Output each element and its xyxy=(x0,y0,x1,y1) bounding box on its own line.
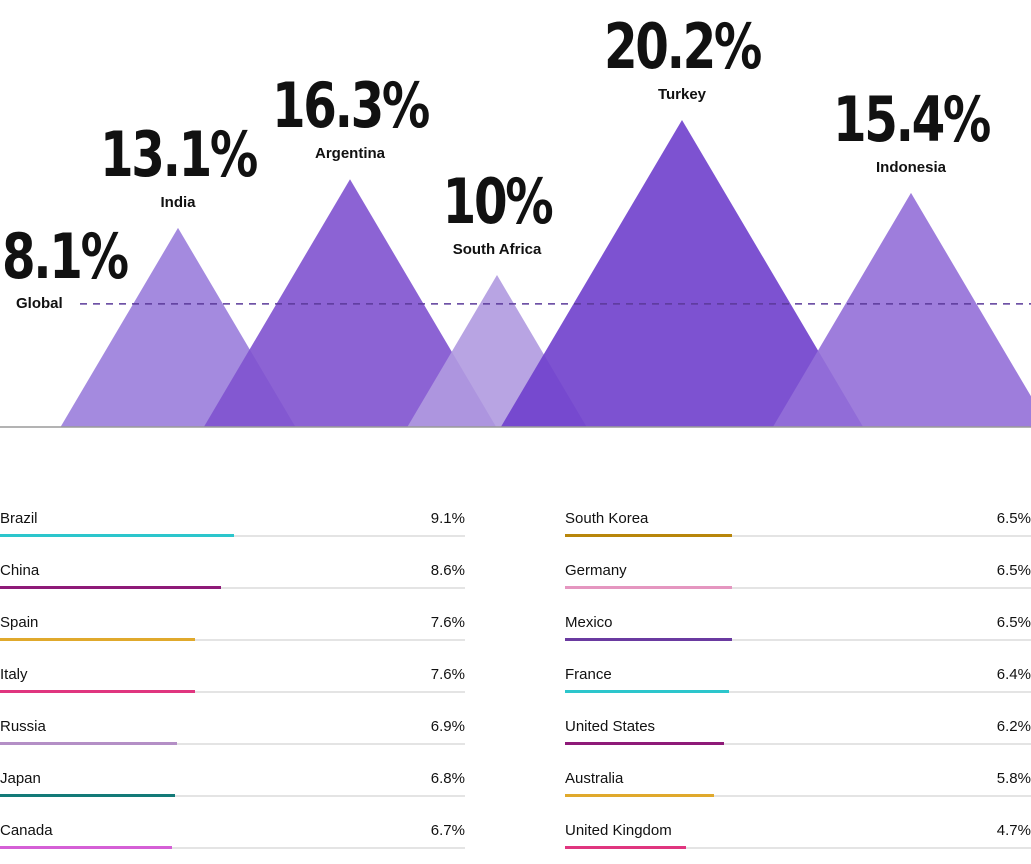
row-divider xyxy=(0,587,465,589)
row-divider xyxy=(565,535,1031,537)
list-item: Mexico 6.5% xyxy=(565,604,1031,656)
peak-layer xyxy=(60,119,1031,428)
country-name: Japan xyxy=(0,770,41,787)
country-name: Italy xyxy=(0,666,28,683)
value-bar xyxy=(0,586,222,589)
peak-country-label: Indonesia xyxy=(876,159,947,176)
value-bar xyxy=(565,846,686,849)
value-bar xyxy=(0,534,234,537)
row-divider xyxy=(565,743,1031,745)
list-item: Japan 6.8% xyxy=(0,760,465,812)
value-bar xyxy=(0,690,196,693)
value-bar xyxy=(565,534,733,537)
value-bar xyxy=(565,690,730,693)
value-bar xyxy=(0,846,173,849)
country-name: Germany xyxy=(565,562,627,579)
country-value: 8.6% xyxy=(430,562,465,579)
country-name: Canada xyxy=(0,822,53,839)
global-value-label: 8.1% xyxy=(2,221,128,293)
country-value: 6.5% xyxy=(996,562,1031,579)
country-value: 9.1% xyxy=(430,510,465,527)
country-name: Mexico xyxy=(565,614,613,631)
list-item: South Korea 6.5% xyxy=(565,500,1031,552)
list-item: Canada 6.7% xyxy=(0,812,465,864)
peak-labels: India 13.1% Argentina 16.3% South Africa 10% T… xyxy=(100,11,992,258)
country-name: South Korea xyxy=(565,510,649,527)
country-value: 6.8% xyxy=(430,770,465,787)
peak-country-label: South Africa xyxy=(453,241,542,258)
country-value: 5.8% xyxy=(996,770,1031,787)
country-value: 6.5% xyxy=(996,510,1031,527)
country-name: Russia xyxy=(0,718,46,735)
country-name: France xyxy=(565,666,612,683)
peak-country-label: Argentina xyxy=(315,145,386,162)
country-list-left: Brazil 9.1% China 8.6% Spain 7.6% Italy 7.6% Rus… xyxy=(0,500,465,864)
country-value: 4.7% xyxy=(996,822,1031,839)
peak-country-label: Turkey xyxy=(658,86,707,103)
country-value: 6.9% xyxy=(430,718,465,735)
country-value: 6.5% xyxy=(996,614,1031,631)
row-divider xyxy=(0,795,465,797)
list-item: Russia 6.9% xyxy=(0,708,465,760)
row-divider xyxy=(0,847,465,849)
value-bar xyxy=(565,742,725,745)
peak-value-label: 20.2% xyxy=(604,11,761,83)
list-item: United States 6.2% xyxy=(565,708,1031,760)
country-value: 6.4% xyxy=(996,666,1031,683)
country-name: United Kingdom xyxy=(565,822,672,839)
value-bar xyxy=(0,638,196,641)
list-item: United Kingdom 4.7% xyxy=(565,812,1031,864)
row-divider xyxy=(565,587,1031,589)
peak-value-label: 15.4% xyxy=(833,84,990,156)
row-divider xyxy=(0,691,465,693)
row-divider xyxy=(565,795,1031,797)
country-name: United States xyxy=(565,718,656,735)
country-name: Australia xyxy=(565,770,624,787)
row-divider xyxy=(565,847,1031,849)
country-value: 7.6% xyxy=(430,614,465,631)
value-bar xyxy=(0,742,178,745)
list-item: France 6.4% xyxy=(565,656,1031,708)
list-item: Italy 7.6% xyxy=(0,656,465,708)
list-item: Germany 6.5% xyxy=(565,552,1031,604)
peak-turkey xyxy=(500,119,864,428)
peak-argentina xyxy=(203,179,497,427)
row-divider xyxy=(0,639,465,641)
value-bar xyxy=(0,794,175,797)
value-bar xyxy=(565,794,715,797)
row-divider xyxy=(565,691,1031,693)
peak-value-label: 16.3% xyxy=(272,70,429,142)
country-list-right: South Korea 6.5% Germany 6.5% Mexico 6.5% Fran… xyxy=(565,500,1031,864)
list-item: Spain 7.6% xyxy=(0,604,465,656)
country-value: 6.7% xyxy=(430,822,465,839)
country-name: China xyxy=(0,562,40,579)
country-value: 7.6% xyxy=(430,666,465,683)
value-bar xyxy=(565,638,733,641)
global-label: Global xyxy=(16,295,63,312)
peak-indonesia xyxy=(772,192,1031,427)
list-item: Brazil 9.1% xyxy=(0,500,465,552)
country-name: Brazil xyxy=(0,510,38,527)
peaks-chart: 8.1% Global India 13.1% Argentina 16.3% Sout… xyxy=(0,11,1031,428)
peak-value-label: 10% xyxy=(443,166,553,238)
peak-value-label: 13.1% xyxy=(100,119,257,191)
row-divider xyxy=(0,743,465,745)
peak-country-label: India xyxy=(160,194,196,211)
country-name: Spain xyxy=(0,614,39,631)
row-divider xyxy=(565,639,1031,641)
list-item: Australia 5.8% xyxy=(565,760,1031,812)
value-bar xyxy=(565,586,733,589)
list-item: China 8.6% xyxy=(0,552,465,604)
country-value: 6.2% xyxy=(996,718,1031,735)
